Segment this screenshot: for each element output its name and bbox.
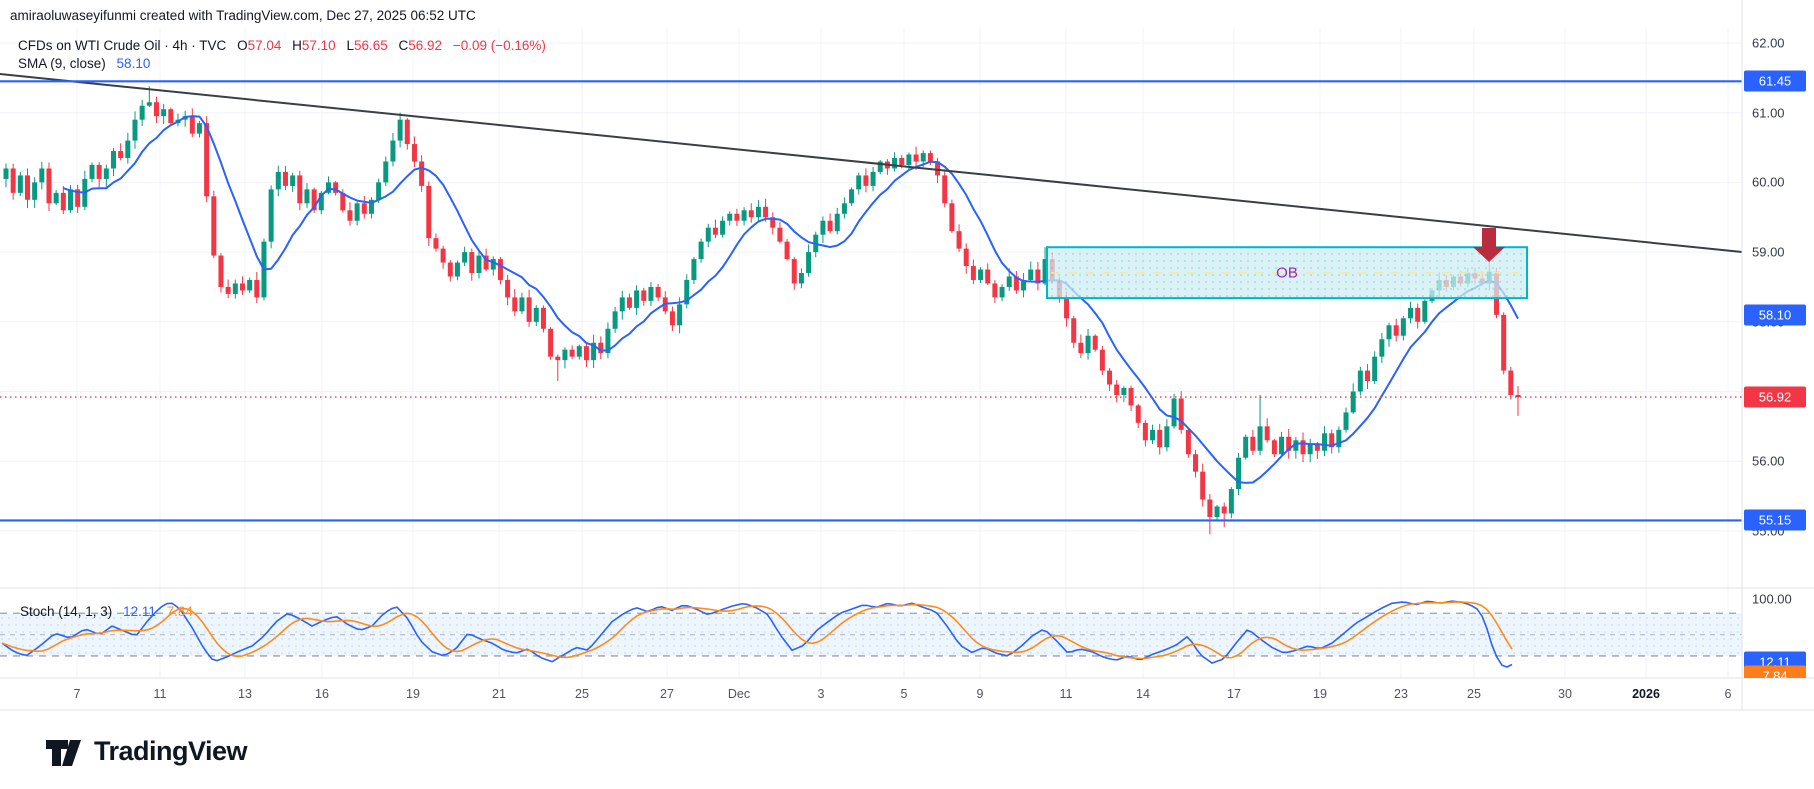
date-tick-30: 30 — [1558, 687, 1572, 701]
symbol-readout[interactable]: CFDs on WTI Crude Oil · 4h · TVC O57.04 … — [18, 38, 546, 53]
date-tick-11: 11 — [153, 687, 167, 701]
price-tick-56.00: 56.00 — [1752, 453, 1785, 469]
order-block-label: OB — [1276, 264, 1298, 282]
close-label: C — [398, 38, 409, 53]
date-tick-21: 21 — [492, 687, 506, 701]
stoch-k-value: 12.11 — [123, 604, 156, 619]
date-tick-9: 9 — [976, 687, 984, 701]
date-tick-13: 13 — [238, 687, 252, 701]
stoch-badge-7.84: 7.84 — [1744, 665, 1806, 678]
date-tick-2026: 2026 — [1632, 687, 1660, 701]
sma-value: 58.10 — [116, 56, 151, 71]
date-tick-Dec: Dec — [727, 687, 751, 701]
date-tick-25: 25 — [575, 687, 589, 701]
date-tick-16: 16 — [315, 687, 329, 701]
stoch-d-value: 7.84 — [166, 604, 193, 619]
stoch-indicator-readout[interactable]: Stoch (14, 1, 3) 12.11 7.84 — [20, 604, 193, 619]
high-value: 57.10 — [301, 38, 336, 53]
chart-canvas[interactable] — [0, 0, 1814, 712]
price-tick-62.00: 62.00 — [1752, 35, 1785, 51]
date-tick-6: 6 — [1724, 687, 1732, 701]
stoch-label: Stoch (14, 1, 3) — [20, 604, 113, 619]
tradingview-logo-icon — [46, 740, 81, 766]
tradingview-logo-text: TradingView — [94, 735, 248, 766]
price-tick-60.00: 60.00 — [1752, 174, 1785, 190]
date-tick-5: 5 — [900, 687, 908, 701]
date-tick-23: 23 — [1394, 687, 1408, 701]
attribution-text: amiraoluwaseyifunmi created with Trading… — [10, 8, 476, 23]
price-badge-61.45: 61.45 — [1744, 70, 1806, 92]
open-label: O — [237, 38, 248, 53]
close-value: 56.92 — [408, 38, 443, 53]
date-tick-19: 19 — [1313, 687, 1327, 701]
stoch-badges: 12.11 7.84 — [0, 585, 1814, 678]
date-tick-7: 7 — [73, 687, 81, 701]
high-label: H — [292, 38, 302, 53]
price-badge-58.10: 58.10 — [1744, 304, 1806, 326]
date-tick-11: 11 — [1059, 687, 1073, 701]
price-badge-56.92: 56.92 — [1744, 386, 1806, 408]
sma-label: SMA (9, close) — [18, 56, 106, 71]
date-tick-25: 25 — [1467, 687, 1481, 701]
low-value: 56.65 — [353, 38, 388, 53]
low-label: L — [346, 38, 354, 53]
date-tick-17: 17 — [1227, 687, 1241, 701]
stoch-tick-100.00: 100.00 — [1752, 591, 1792, 607]
change-value: −0.09 (−0.16%) — [452, 38, 546, 53]
date-tick-3: 3 — [817, 687, 825, 701]
sma-indicator-readout[interactable]: SMA (9, close) 58.10 — [18, 56, 150, 71]
price-badge-55.15: 55.15 — [1744, 509, 1806, 531]
open-value: 57.04 — [247, 38, 282, 53]
tradingview-logo[interactable]: TradingView — [44, 731, 248, 771]
price-tick-61.00: 61.00 — [1752, 105, 1785, 121]
date-tick-27: 27 — [660, 687, 674, 701]
date-tick-14: 14 — [1136, 687, 1150, 701]
date-tick-19: 19 — [406, 687, 420, 701]
symbol-title: CFDs on WTI Crude Oil · 4h · TVC — [18, 38, 227, 53]
price-tick-59.00: 59.00 — [1752, 244, 1785, 260]
